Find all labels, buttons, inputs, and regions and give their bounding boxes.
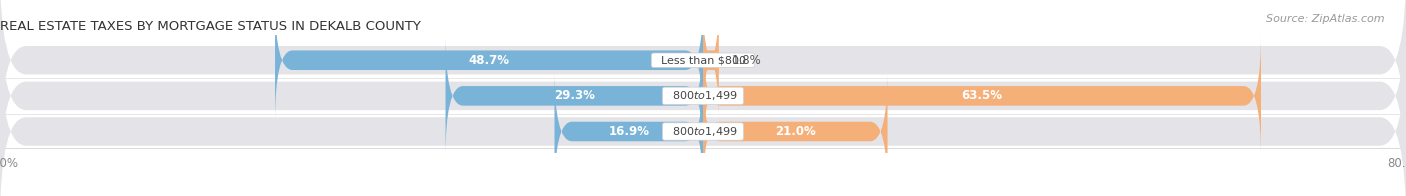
FancyBboxPatch shape: [554, 70, 703, 193]
FancyBboxPatch shape: [703, 70, 887, 193]
Text: Source: ZipAtlas.com: Source: ZipAtlas.com: [1267, 14, 1385, 24]
Text: $800 to $1,499: $800 to $1,499: [665, 89, 741, 102]
FancyBboxPatch shape: [0, 0, 1406, 153]
FancyBboxPatch shape: [703, 34, 1261, 157]
Text: 63.5%: 63.5%: [962, 89, 1002, 102]
Text: 16.9%: 16.9%: [609, 125, 650, 138]
FancyBboxPatch shape: [446, 34, 703, 157]
Text: 21.0%: 21.0%: [775, 125, 815, 138]
FancyBboxPatch shape: [0, 39, 1406, 196]
Text: 48.7%: 48.7%: [468, 54, 509, 67]
FancyBboxPatch shape: [0, 3, 1406, 189]
Text: 1.8%: 1.8%: [733, 54, 762, 67]
FancyBboxPatch shape: [702, 0, 721, 122]
FancyBboxPatch shape: [276, 0, 703, 122]
Text: 29.3%: 29.3%: [554, 89, 595, 102]
Text: Less than $800: Less than $800: [654, 55, 752, 65]
Text: REAL ESTATE TAXES BY MORTGAGE STATUS IN DEKALB COUNTY: REAL ESTATE TAXES BY MORTGAGE STATUS IN …: [0, 21, 420, 34]
Text: $800 to $1,499: $800 to $1,499: [665, 125, 741, 138]
